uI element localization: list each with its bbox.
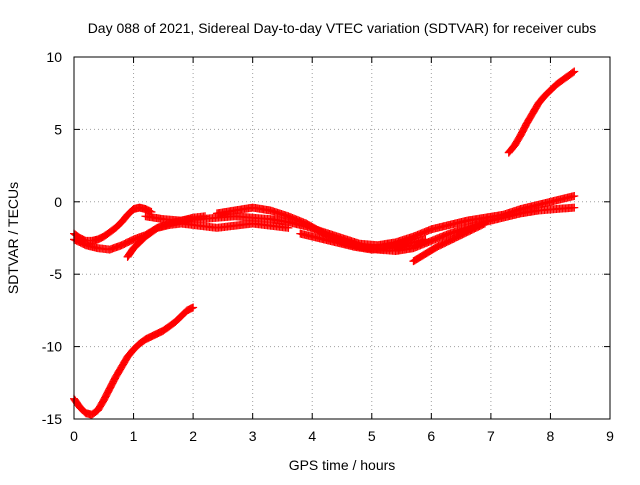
y-tick-label: -15	[42, 411, 62, 427]
series-layer	[70, 67, 579, 419]
series-arc-1	[70, 303, 198, 419]
y-axis-label: SDTVAR / TECUs	[5, 182, 21, 294]
data-point	[569, 68, 578, 77]
series-arc-8	[409, 219, 489, 266]
x-tick-label: 0	[70, 428, 78, 444]
data-point	[480, 219, 489, 228]
data-point	[570, 203, 579, 212]
grid-layer	[74, 57, 610, 419]
x-tick-label: 9	[606, 428, 614, 444]
data-point	[570, 67, 579, 76]
x-axis-ticks: 0 1 2 3 4 5 6 7 8 9	[70, 57, 614, 444]
x-tick-label: 4	[308, 428, 316, 444]
y-axis-ticks: 10 5 0 -5 -10 -15	[42, 49, 610, 427]
x-axis-label: GPS time / hours	[289, 457, 396, 473]
x-tick-label: 3	[249, 428, 257, 444]
data-point	[570, 192, 579, 201]
x-tick-label: 5	[368, 428, 376, 444]
data-point	[189, 303, 198, 312]
y-tick-label: 0	[54, 194, 62, 210]
plot-frame	[73, 56, 611, 420]
series-arc-9	[504, 67, 579, 157]
series-arc-6	[212, 203, 579, 256]
series-arc-5	[141, 192, 579, 250]
data-point	[421, 235, 430, 244]
x-tick-label: 1	[130, 428, 138, 444]
y-tick-label: -10	[42, 339, 62, 355]
x-tick-label: 8	[547, 428, 555, 444]
x-tick-label: 2	[189, 428, 197, 444]
x-tick-label: 7	[487, 428, 495, 444]
y-tick-label: 5	[54, 121, 62, 137]
y-tick-label: 10	[46, 49, 62, 65]
y-tick-label: -5	[50, 266, 63, 282]
series-arc-7	[296, 229, 430, 254]
chart-title: Day 088 of 2021, Sidereal Day-to-day VTE…	[88, 20, 597, 36]
x-tick-label: 6	[427, 428, 435, 444]
series-arc-4	[123, 219, 293, 261]
